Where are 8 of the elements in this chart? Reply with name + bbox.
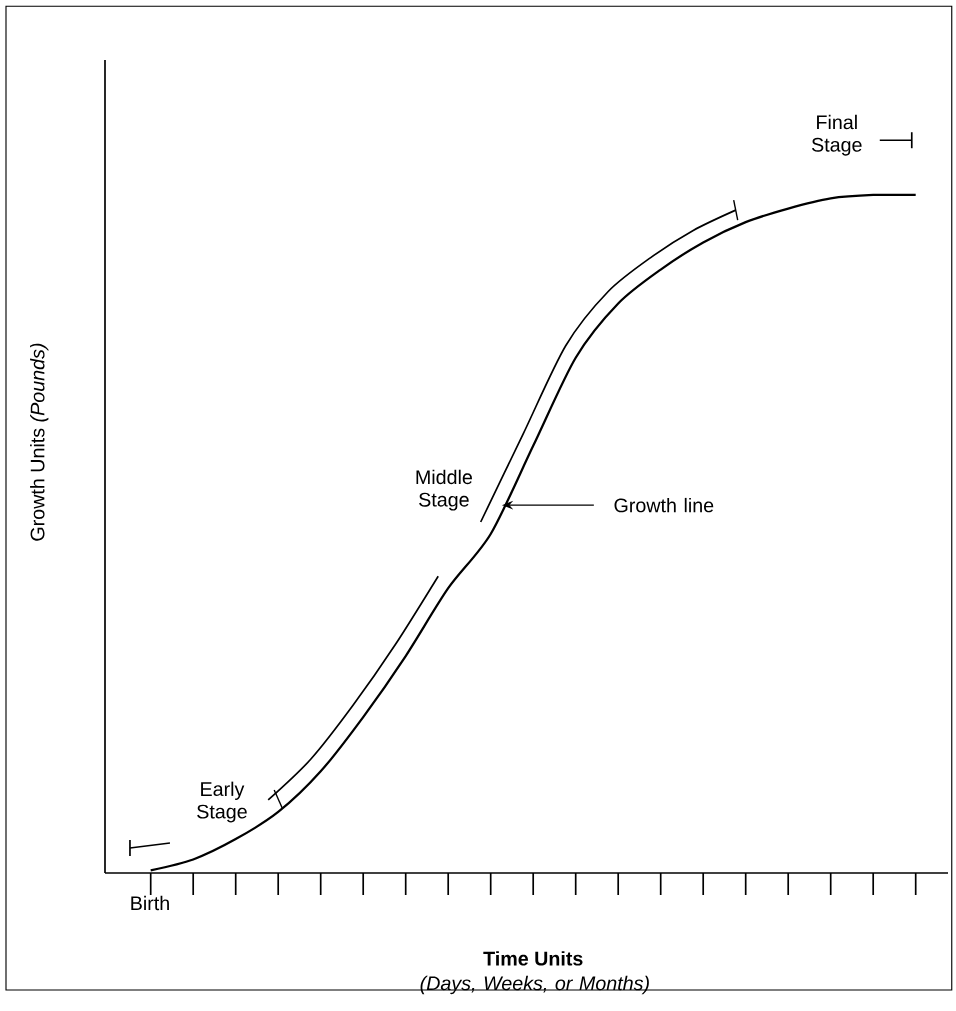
annotation: Early Stage xyxy=(197,781,247,823)
y-axis-title: Growth Units (Pounds) xyxy=(30,343,49,541)
text: Birth xyxy=(131,895,169,911)
x-axis-title: Time Units xyxy=(483,951,583,966)
text: Final Stage xyxy=(811,114,862,156)
text: (Days, Weeks, or Months) xyxy=(420,975,649,995)
annotation: Middle Stage xyxy=(416,469,472,511)
annotation: Growth line xyxy=(614,497,714,513)
